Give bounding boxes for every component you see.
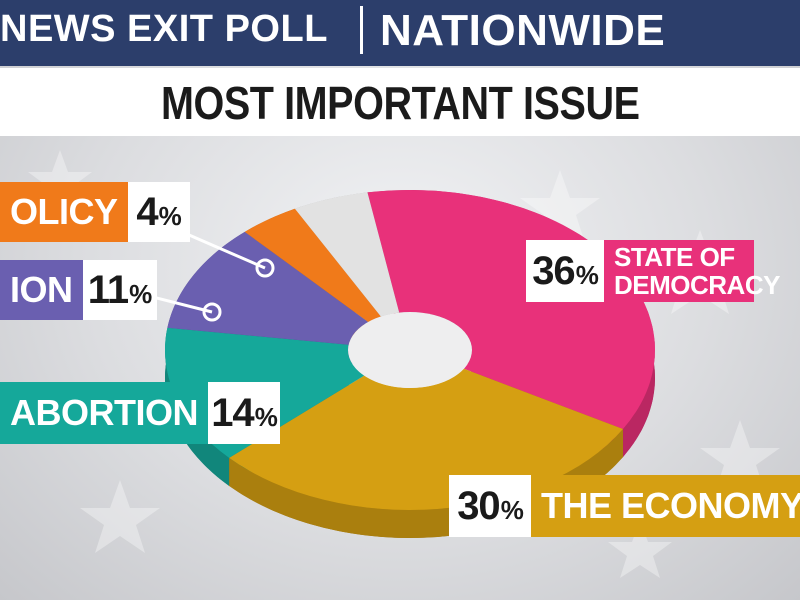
- header-divider: [360, 6, 363, 54]
- title-bar: MOST IMPORTANT ISSUE: [0, 68, 800, 136]
- slice-percent-value: 4: [136, 189, 158, 234]
- slice-name: OLICY: [0, 182, 128, 242]
- slice-name: ABORTION: [0, 382, 208, 444]
- slice-percent-value: 14: [211, 390, 254, 435]
- slice-percent: 14%: [208, 382, 280, 444]
- slice-name: STATE OF DEMOCRACY: [604, 240, 780, 302]
- star-decoration: [700, 420, 780, 493]
- chart-title: MOST IMPORTANT ISSUE: [160, 77, 640, 129]
- donut-hole: [348, 312, 472, 388]
- header-network-label: NEWS EXIT POLL: [0, 8, 328, 50]
- slice-percent-sign: %: [575, 259, 599, 290]
- slice-percent-value: 30: [457, 483, 500, 528]
- slice-percent-sign: %: [500, 494, 524, 525]
- star-decoration: [80, 480, 160, 553]
- donut-slice: [294, 192, 400, 317]
- leader-dot: [255, 258, 275, 278]
- slice-percent-value: 36: [532, 248, 575, 293]
- star-decoration: [520, 170, 600, 243]
- star-decoration: [28, 150, 92, 208]
- slice-percent-sign: %: [158, 200, 182, 231]
- slice-label: ION 11%: [0, 260, 157, 320]
- slice-label: 36% STATE OF DEMOCRACY: [526, 240, 780, 302]
- donut-slice: [244, 208, 381, 322]
- slice-percent-value: 11: [87, 267, 129, 312]
- header-scope-label: NATIONWIDE: [380, 6, 666, 55]
- star-decoration: [608, 520, 672, 578]
- slice-label: 30% THE ECONOMY: [449, 475, 800, 537]
- slice-percent: 11%: [82, 260, 157, 320]
- slice-percent: 4%: [127, 182, 190, 242]
- slice-label: ABORTION 14%: [0, 382, 280, 444]
- slice-name: THE ECONOMY: [531, 475, 800, 537]
- header-bar: NEWS EXIT POLL NATIONWIDE: [0, 0, 800, 66]
- donut-slice-rim: [165, 327, 230, 486]
- leader-dot: [202, 302, 222, 322]
- slice-percent-sign: %: [129, 278, 152, 309]
- slice-label: OLICY 4%: [0, 182, 190, 242]
- slice-percent: 36%: [526, 240, 604, 302]
- donut-slice: [229, 368, 624, 510]
- slice-percent: 30%: [449, 475, 531, 537]
- slice-name: ION: [0, 260, 83, 320]
- slice-percent-sign: %: [254, 401, 278, 432]
